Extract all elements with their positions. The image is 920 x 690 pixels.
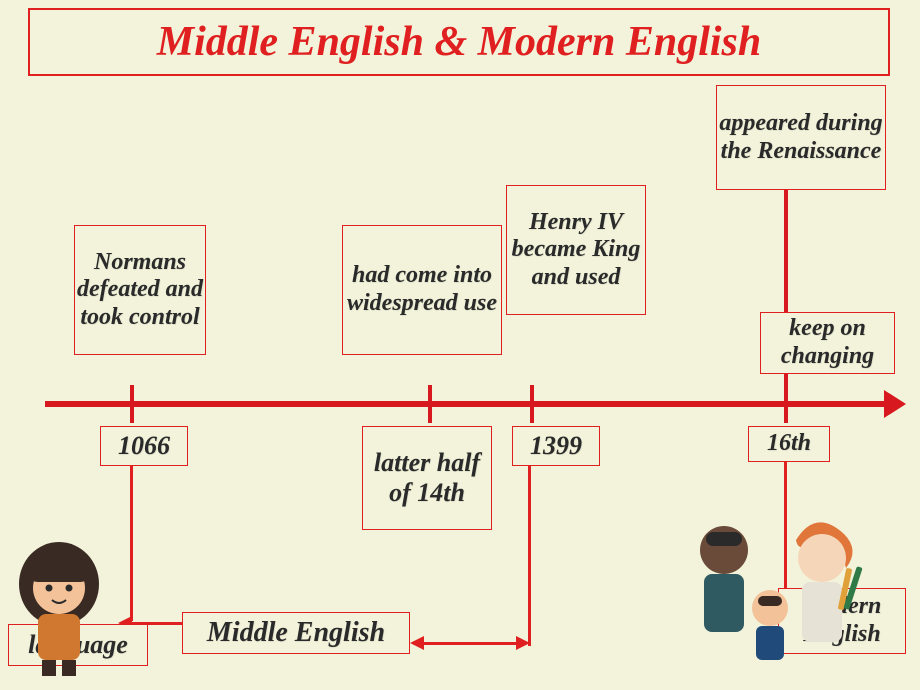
event-normans: Normans defeated and took control <box>74 225 206 355</box>
tick-14th <box>428 385 432 423</box>
event-widespread: had come into widespread use <box>342 225 502 355</box>
era-middle-english: Middle English <box>182 612 410 654</box>
tick-1399 <box>530 385 534 423</box>
timeline-axis <box>45 401 889 407</box>
range-arrow-right-2 <box>516 636 530 650</box>
character-family <box>676 498 866 676</box>
timeline-arrowhead <box>884 390 906 418</box>
event-renaissance: appeared during the Renaissance <box>716 85 886 190</box>
date-16th: 16th <box>748 426 830 462</box>
date-1066: 1066 <box>100 426 188 466</box>
era-middle-text: Middle English <box>207 617 385 649</box>
range-line-2 <box>422 642 518 645</box>
title-text: Middle English & Modern English <box>157 19 762 65</box>
event-henry-text: Henry IV became King and used <box>507 209 645 292</box>
date-16th-text: 16th <box>767 430 811 458</box>
date-1399: 1399 <box>512 426 600 466</box>
event-keep-text: keep on changing <box>761 315 894 370</box>
event-keep-changing: keep on changing <box>760 312 895 374</box>
date-14th: latter half of 14th <box>362 426 492 530</box>
connector-1399-down <box>528 466 531 646</box>
date-14th-text: latter half of 14th <box>363 448 491 508</box>
date-1399-text: 1399 <box>530 431 582 461</box>
date-1066-text: 1066 <box>118 431 170 461</box>
event-widespread-text: had come into widespread use <box>343 262 501 317</box>
event-renaissance-text: appeared during the Renaissance <box>717 110 885 165</box>
character-girl <box>4 528 114 676</box>
event-normans-text: Normans defeated and took control <box>75 249 205 332</box>
connector-1066-down <box>130 466 133 621</box>
event-henry: Henry IV became King and used <box>506 185 646 315</box>
title-box: Middle English & Modern English <box>28 8 890 76</box>
tick-1066 <box>130 385 134 423</box>
